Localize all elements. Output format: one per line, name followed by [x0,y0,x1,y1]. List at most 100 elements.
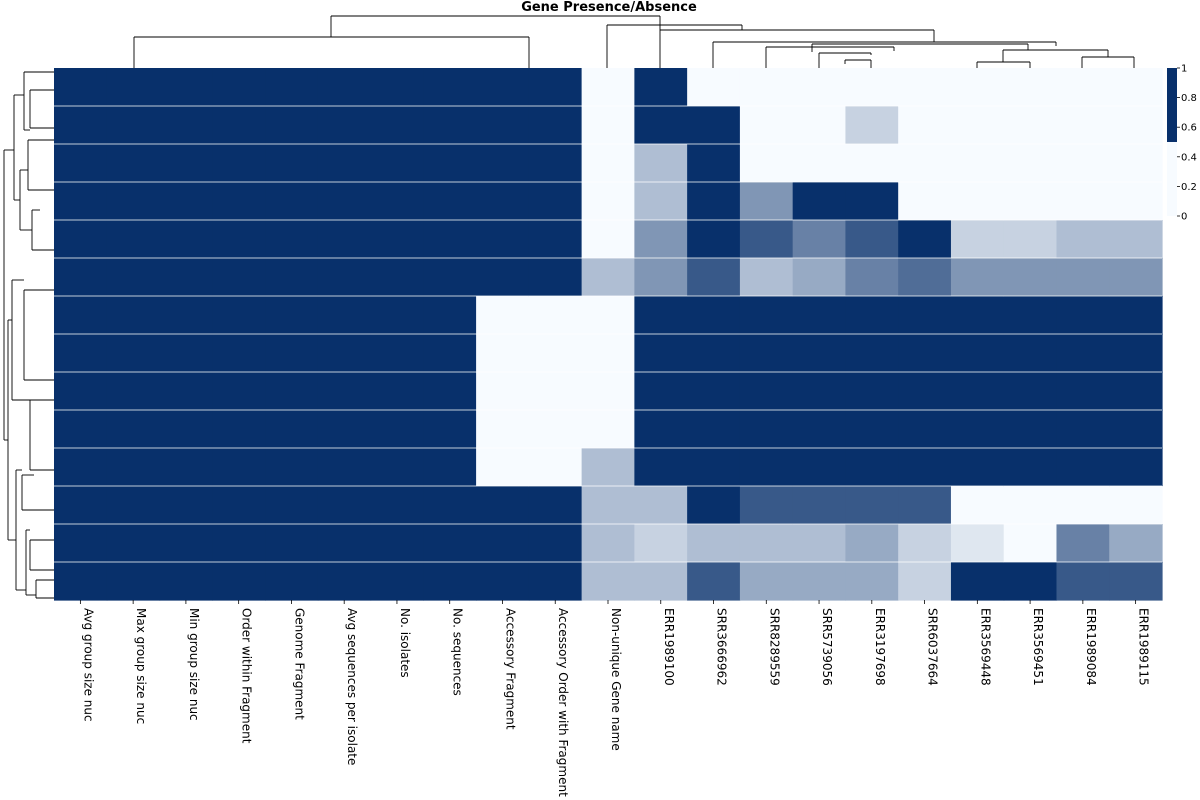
heatmap-cell [1003,258,1058,297]
heatmap-cell [423,486,477,525]
dendrogram-link [606,24,743,68]
heatmap-cell [476,182,530,221]
heatmap-cell [739,372,794,411]
heatmap-cell [423,448,477,487]
heatmap-cell [1109,448,1163,487]
heatmap-cell [950,524,1005,563]
heatmap-cell [581,106,635,145]
heatmap-cell [265,144,319,183]
heatmap-cell [845,220,899,259]
heatmap-cell [950,106,1005,145]
column-label: ERR3197698 [873,608,887,686]
heatmap-cell [159,106,213,145]
heatmap-cell [1003,334,1058,373]
heatmap-cell [1056,524,1110,563]
heatmap-cell [792,144,847,183]
heatmap-cell [106,296,161,335]
heatmap-cell [528,296,583,335]
heatmap-cell [317,258,372,297]
heatmap-cell [581,562,635,601]
heatmap-cell [265,296,319,335]
dendrogram-link [1081,56,1135,68]
heatmap-cell [528,68,583,107]
heatmap-cell [106,220,161,259]
heatmap-cell [792,524,847,563]
dendrogram-link [13,94,24,201]
heatmap-cell [1109,296,1163,335]
heatmap-cell [792,258,847,297]
heatmap-cell [159,410,213,449]
column-label: ERR1989115 [1137,608,1151,686]
heatmap-cell [792,220,847,259]
row-dendrogram [3,71,54,599]
heatmap-cell [950,258,1005,297]
heatmap-cell [265,486,319,525]
heatmap-cell [370,486,424,525]
heatmap-cell [1003,410,1058,449]
heatmap-cell [1056,258,1110,297]
heatmap-cell [159,182,213,221]
heatmap-cell [687,258,741,297]
colorbar: 0 0.2 0.4 0.6 0.8 1 [1167,64,1197,223]
heatmap-cell [687,486,741,525]
heatmap-cell [950,296,1005,335]
heatmap-cell [687,448,741,487]
heatmap-cell [581,68,635,107]
heatmap-cell [265,448,319,487]
heatmap-cell [265,68,319,107]
dendrogram-link [133,36,530,68]
heatmap-cell [898,486,952,525]
heatmap-cell [370,106,424,145]
heatmap-cell [212,410,266,449]
heatmap-cell [1056,334,1110,373]
heatmap-cell [528,144,583,183]
heatmap-cell [792,372,847,411]
heatmap-cell [159,144,213,183]
column-dendrogram [133,15,1135,68]
heatmap-cell [370,448,424,487]
heatmap-cell [317,372,372,411]
heatmap-cell [528,562,583,601]
heatmap-cell [845,334,899,373]
heatmap-cell [1003,182,1058,221]
heatmap-cell [1109,334,1163,373]
heatmap-cell [1109,144,1163,183]
heatmap-cell [739,296,794,335]
heatmap-cell [950,410,1005,449]
heatmap-cell [317,296,372,335]
heatmap-cell [898,68,952,107]
heatmap-cell [898,258,952,297]
colorbar-high [1167,68,1177,142]
heatmap-cell [792,106,847,145]
heatmap-cell [634,182,688,221]
heatmap-cell [317,334,372,373]
heatmap-cell [581,448,635,487]
heatmap-cell [1109,372,1163,411]
heatmap-cell [54,144,108,183]
heatmap-cell [687,220,741,259]
heatmap-cell [106,372,161,411]
heatmap-cell [687,182,741,221]
heatmap-cell [370,258,424,297]
heatmap-cell [423,144,477,183]
heatmap-cell [687,524,741,563]
column-label: Max group size nuc [134,608,148,724]
heatmap-cell [950,182,1005,221]
heatmap-cell [898,334,952,373]
heatmap-cell [581,220,635,259]
heatmap-cell [898,410,952,449]
heatmap-cell [265,562,319,601]
heatmap-cell [423,410,477,449]
heatmap-cell [317,486,372,525]
heatmap-cell [212,524,266,563]
heatmap-cell [212,182,266,221]
heatmap-cell [687,562,741,601]
heatmap-cell [370,144,424,183]
heatmap-cell [476,562,530,601]
heatmap-cell [106,410,161,449]
heatmap-cell [845,448,899,487]
heatmap-cell [317,106,372,145]
heatmap-cell [54,334,108,373]
heatmap-cell [1056,220,1110,259]
heatmap-cell [317,562,372,601]
